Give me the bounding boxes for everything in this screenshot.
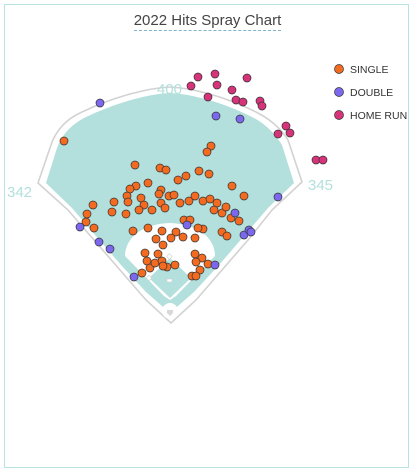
double-point[interactable] (95, 98, 105, 108)
second-base (166, 253, 173, 260)
double-point[interactable] (75, 222, 85, 232)
single-point[interactable] (204, 169, 214, 179)
single-point[interactable] (121, 209, 131, 219)
single-point[interactable] (153, 249, 163, 259)
single-point[interactable] (109, 197, 119, 207)
home-plate (167, 310, 173, 316)
third-base (145, 274, 153, 282)
single-point[interactable] (170, 260, 180, 270)
home-run-point[interactable] (210, 69, 220, 79)
single-point[interactable] (202, 147, 212, 157)
single-point[interactable] (166, 233, 176, 243)
single-point[interactable] (88, 200, 98, 210)
single-point[interactable] (193, 223, 203, 233)
single-point[interactable] (194, 166, 204, 176)
home-run-point[interactable] (212, 80, 222, 90)
home-run-point[interactable] (242, 73, 252, 83)
home-run-point[interactable] (318, 155, 328, 165)
single-point[interactable] (143, 178, 153, 188)
legend-label-single: SINGLE (350, 64, 389, 76)
double-point[interactable] (211, 111, 221, 121)
home-run-point[interactable] (186, 81, 196, 91)
single-point[interactable] (190, 233, 200, 243)
single-point[interactable] (191, 257, 201, 267)
single-point[interactable] (191, 271, 201, 281)
single-point[interactable] (123, 197, 133, 207)
single-point[interactable] (154, 189, 164, 199)
single-point[interactable] (158, 261, 168, 271)
legend-marker-double (334, 87, 344, 97)
single-point[interactable] (190, 191, 200, 201)
legend-label-home-run: HOME RUN (350, 110, 407, 122)
home-run-point[interactable] (238, 97, 248, 107)
points-layer (59, 69, 328, 282)
single-point[interactable] (209, 205, 219, 215)
single-point[interactable] (89, 223, 99, 233)
single-point[interactable] (128, 226, 138, 236)
right-field-distance: 345 (308, 177, 333, 194)
single-point[interactable] (184, 196, 194, 206)
home-run-point[interactable] (203, 92, 213, 102)
single-point[interactable] (151, 234, 161, 244)
single-point[interactable] (140, 248, 150, 258)
single-point[interactable] (178, 232, 188, 242)
single-point[interactable] (82, 209, 92, 219)
single-point[interactable] (217, 208, 227, 218)
single-point[interactable] (143, 223, 153, 233)
single-point[interactable] (195, 265, 205, 275)
single-point[interactable] (175, 198, 185, 208)
home-run-point[interactable] (273, 129, 283, 139)
single-point[interactable] (160, 203, 170, 213)
home-run-point[interactable] (193, 72, 203, 82)
field-grass (46, 93, 294, 313)
single-point[interactable] (107, 207, 117, 217)
single-point[interactable] (157, 226, 167, 236)
legend: SINGLE DOUBLE HOME RUN (334, 64, 407, 122)
single-point[interactable] (81, 217, 91, 227)
double-point[interactable] (182, 220, 192, 230)
left-field-distance: 342 (7, 184, 32, 201)
single-point[interactable] (227, 181, 237, 191)
single-point[interactable] (169, 190, 179, 200)
single-point[interactable] (206, 141, 216, 151)
center-field-distance: 400 (157, 81, 182, 98)
home-run-point[interactable] (257, 101, 267, 111)
single-point[interactable] (205, 194, 215, 204)
single-point[interactable] (173, 175, 183, 185)
double-point[interactable] (246, 227, 256, 237)
home-run-point[interactable] (281, 121, 291, 131)
double-point[interactable] (105, 244, 115, 254)
double-point[interactable] (230, 208, 240, 218)
single-point[interactable] (59, 136, 69, 146)
double-point[interactable] (210, 260, 220, 270)
legend-marker-home-run (334, 110, 344, 120)
pitchers-mound (166, 278, 173, 283)
single-point[interactable] (137, 268, 147, 278)
single-point[interactable] (147, 205, 157, 215)
chart-title-container: 2022 Hits Spray Chart (0, 12, 415, 31)
single-point[interactable] (158, 240, 168, 250)
single-point[interactable] (130, 160, 140, 170)
legend-label-double: DOUBLE (350, 87, 393, 99)
home-run-point[interactable] (227, 85, 237, 95)
double-point[interactable] (129, 272, 139, 282)
single-point[interactable] (221, 202, 231, 212)
double-point[interactable] (94, 237, 104, 247)
single-point[interactable] (234, 216, 244, 226)
single-point[interactable] (239, 191, 249, 201)
single-point[interactable] (222, 231, 232, 241)
legend-marker-single (334, 64, 344, 74)
single-point[interactable] (197, 253, 207, 263)
single-point[interactable] (171, 227, 181, 237)
double-point[interactable] (273, 192, 283, 202)
single-point[interactable] (190, 249, 200, 259)
single-point[interactable] (134, 205, 144, 215)
double-point[interactable] (235, 114, 245, 124)
chart-title: 2022 Hits Spray Chart (133, 12, 282, 31)
single-point[interactable] (161, 165, 171, 175)
single-point[interactable] (181, 171, 191, 181)
home-run-point[interactable] (285, 128, 295, 138)
